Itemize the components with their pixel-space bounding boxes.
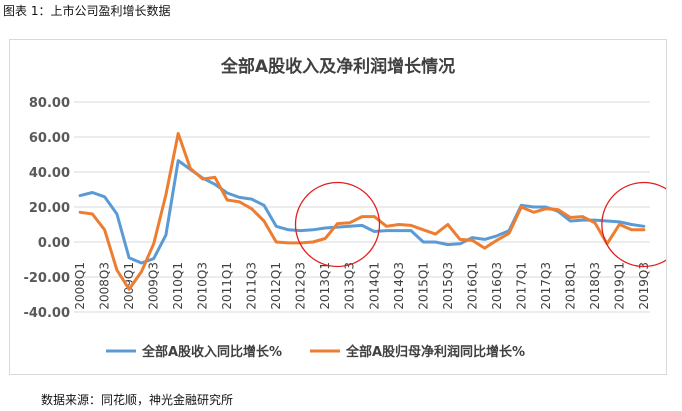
x-tick-label: 2011Q3: [245, 262, 259, 310]
x-tick-label: 2010Q3: [196, 262, 210, 310]
x-tick-label: 2011Q1: [220, 262, 234, 310]
legend-label: 全部A股收入同比增长%: [141, 344, 282, 360]
x-tick-label: 2014Q3: [392, 262, 406, 310]
x-tick-label: 2008Q3: [98, 262, 112, 310]
figure-caption: 图表 1：上市公司盈利增长数据: [3, 4, 171, 18]
x-tick-label: 2013Q3: [343, 262, 357, 310]
legend-label: 全部A股归母净利润同比增长%: [345, 344, 525, 360]
y-tick-label: -20.00: [23, 271, 70, 286]
series-line: [78, 132, 646, 291]
x-tick-label: 2016Q1: [465, 262, 479, 310]
y-tick-label: 40.00: [29, 166, 70, 181]
x-tick-label: 2017Q1: [514, 262, 528, 310]
y-tick-label: 60.00: [29, 131, 70, 146]
x-tick-label: 2013Q1: [318, 262, 332, 310]
legend: 全部A股收入同比增长% 全部A股归母净利润同比增长%: [106, 344, 525, 360]
x-tick-label: 2012Q1: [269, 262, 283, 310]
x-axis-ticks: 2008Q1 2008Q3 2009Q1 2009Q3 2010Q1 2010Q3 2011…: [73, 262, 651, 310]
x-tick-label: 2019Q3: [637, 262, 651, 310]
series-lines: [78, 132, 646, 291]
x-tick-label: 2009Q3: [147, 262, 161, 310]
x-tick-label: 2008Q1: [73, 262, 87, 310]
line-chart: 全部A股收入及净利润增长情况 80.00 60.00 40.00 20.00 0.00 -…: [23, 56, 666, 360]
highlight-circles: [294, 181, 666, 268]
x-tick-label: 2015Q3: [441, 262, 455, 310]
x-tick-label: 2015Q1: [416, 262, 430, 310]
y-axis-ticks: 80.00 60.00 40.00 20.00 0.00 -20.00 -40.00: [23, 96, 70, 321]
y-tick-label: 80.00: [29, 96, 70, 111]
highlight-circle: [294, 181, 381, 268]
highlight-circle: [601, 181, 666, 268]
x-tick-label: 2012Q3: [294, 262, 308, 310]
x-tick-label: 2018Q3: [588, 262, 602, 310]
x-tick-label: 2009Q1: [122, 262, 136, 310]
source-note: 数据来源：同花顺，神光金融研究所: [41, 393, 234, 407]
chart-frame: 全部A股收入及净利润增长情况 80.00 60.00 40.00 20.00 0.00 -…: [9, 39, 667, 375]
x-tick-label: 2016Q3: [490, 262, 504, 310]
y-tick-label: 20.00: [29, 201, 70, 216]
x-tick-label: 2014Q1: [367, 262, 381, 310]
y-tick-label: -40.00: [23, 306, 70, 321]
x-tick-label: 2010Q1: [171, 262, 185, 310]
y-tick-label: 0.00: [38, 236, 70, 251]
x-tick-label: 2019Q1: [612, 262, 626, 310]
x-tick-label: 2017Q3: [539, 262, 553, 310]
chart-title: 全部A股收入及净利润增长情况: [220, 56, 455, 77]
x-tick-label: 2018Q1: [563, 262, 577, 310]
